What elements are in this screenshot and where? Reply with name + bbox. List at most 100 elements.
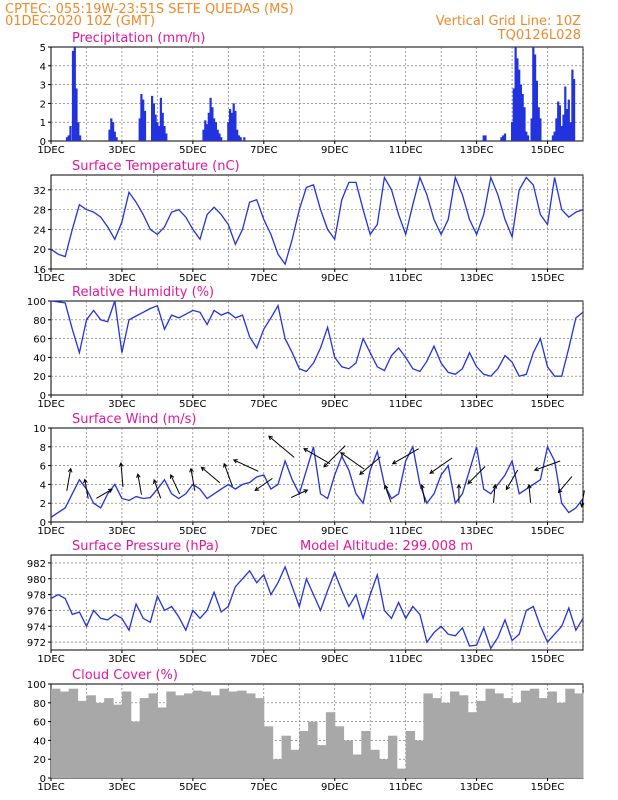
precip-xtick-label: 5DEC	[179, 145, 206, 156]
precip-bar	[236, 129, 239, 141]
precip-bar	[227, 122, 230, 141]
cloud-bar	[201, 691, 212, 778]
wind-arrow-head	[391, 460, 397, 465]
pres-series-line	[50, 565, 584, 650]
precip-bar	[209, 97, 212, 141]
precip-bar	[218, 133, 221, 141]
temp-title: Surface Temperature (nC)	[72, 159, 240, 174]
wind-arrow-head	[107, 488, 113, 493]
wind-arrow-head	[492, 483, 498, 489]
wind-xtick-label: 9DEC	[321, 526, 348, 537]
wind-arrow	[421, 484, 426, 503]
cloud-bar	[113, 704, 123, 778]
precip-bar	[560, 126, 563, 141]
cloud-bar	[423, 693, 433, 778]
temp-xtick-label: 11DEC	[389, 273, 423, 284]
precip-xtick-label: 3DEC	[108, 145, 135, 156]
temp-frame	[50, 174, 584, 270]
precip-bar	[163, 126, 166, 141]
precip-bar	[571, 69, 574, 141]
cloud-bar	[520, 690, 531, 778]
temp-xtick-label: 1DEC	[37, 273, 64, 284]
precip-xtick-label: 15DEC	[531, 145, 565, 156]
wind-xtick-label: 3DEC	[108, 526, 135, 537]
rh-ytick-label: 80	[33, 316, 46, 327]
cloud-bar	[565, 688, 575, 778]
wind-arrow	[303, 448, 331, 465]
wind-xtick-label: 5DEC	[179, 526, 206, 537]
cloud-bar	[494, 693, 504, 778]
precip-bar	[216, 129, 219, 141]
rh-frame	[50, 300, 584, 396]
wind-arrow-head	[268, 435, 273, 441]
rh-ytick-label: 40	[33, 353, 46, 364]
cloud-bar	[246, 693, 256, 778]
cloud-bar	[192, 690, 203, 778]
temp-ytick-label: 32	[33, 186, 46, 197]
wind-xtick-label: 13DEC	[460, 526, 494, 537]
pres-xtick-label: 15DEC	[531, 654, 565, 665]
wind-arrow	[190, 468, 196, 491]
precip-bar	[151, 95, 154, 141]
rh-xtick-label: 9DEC	[321, 399, 348, 410]
rh-ytick-label: 0	[40, 391, 46, 402]
precip-bar	[211, 107, 214, 141]
precip-bar	[112, 122, 115, 141]
precip-bar	[206, 124, 209, 141]
wind-arrow-head	[383, 484, 389, 490]
wind-arrow	[137, 474, 142, 495]
cloud-bar	[219, 688, 229, 778]
rh-xtick-label: 1DEC	[37, 399, 64, 410]
precip-bar	[243, 137, 246, 141]
cloud-bar	[308, 721, 318, 778]
precip-bar	[75, 88, 78, 141]
wind-arrow-head	[303, 448, 309, 453]
wind-arrow	[493, 484, 496, 503]
cloud-ytick-label: 40	[33, 736, 46, 747]
precip-bar	[113, 131, 116, 141]
cloud-bar	[299, 731, 309, 778]
rh-ytick-label: 20	[33, 372, 46, 383]
cloud-bar	[547, 691, 557, 778]
precip-bar	[532, 47, 535, 141]
precip-bar	[555, 118, 558, 141]
wind-arrow-head	[254, 486, 260, 491]
cloud-bar	[95, 702, 105, 778]
pres-ytick-label: 980	[27, 575, 46, 586]
precip-bar	[73, 47, 76, 141]
temp-ytick-label: 16	[33, 265, 46, 276]
cloud-bar	[387, 735, 398, 778]
precip-bar	[161, 112, 164, 141]
header-location: CPTEC: 055:19W-23:51S SETE QUEDAS (MS)	[5, 2, 294, 17]
cloud-bar	[370, 749, 380, 778]
cloud-ytick-label: 0	[40, 774, 46, 785]
precip-bar	[503, 133, 507, 141]
precip-bar	[534, 54, 537, 141]
precip-ytick-label: 1	[40, 118, 46, 129]
precip-bar	[152, 103, 155, 141]
cloud-xtick-label: 7DEC	[250, 782, 277, 793]
pres-xtick-label: 3DEC	[108, 654, 135, 665]
wind-arrow-head	[323, 462, 329, 468]
cloud-bar	[396, 768, 407, 778]
cloud-bar	[237, 690, 247, 778]
temp-series-line	[50, 175, 584, 266]
cloud-bar	[414, 740, 424, 778]
wind-arrow-head	[505, 485, 511, 491]
rh-xtick-label: 11DEC	[389, 399, 423, 410]
precip-bar	[551, 135, 554, 141]
cloud-xtick-label: 9DEC	[321, 782, 348, 793]
wind-arrow-head	[118, 461, 124, 467]
pres-ytick-label: 972	[27, 638, 46, 649]
cloud-bar	[59, 691, 70, 778]
cloud-bar	[405, 731, 416, 778]
precip-bar	[69, 126, 72, 141]
rh-series-line	[50, 300, 584, 377]
cloud-bar	[379, 759, 389, 778]
precip-ytick-label: 5	[40, 43, 46, 54]
wind-ytick-label: 10	[33, 424, 46, 435]
temp-ytick-label: 20	[33, 245, 46, 256]
precip-xtick-label: 9DEC	[321, 145, 348, 156]
precip-bar	[553, 131, 556, 141]
